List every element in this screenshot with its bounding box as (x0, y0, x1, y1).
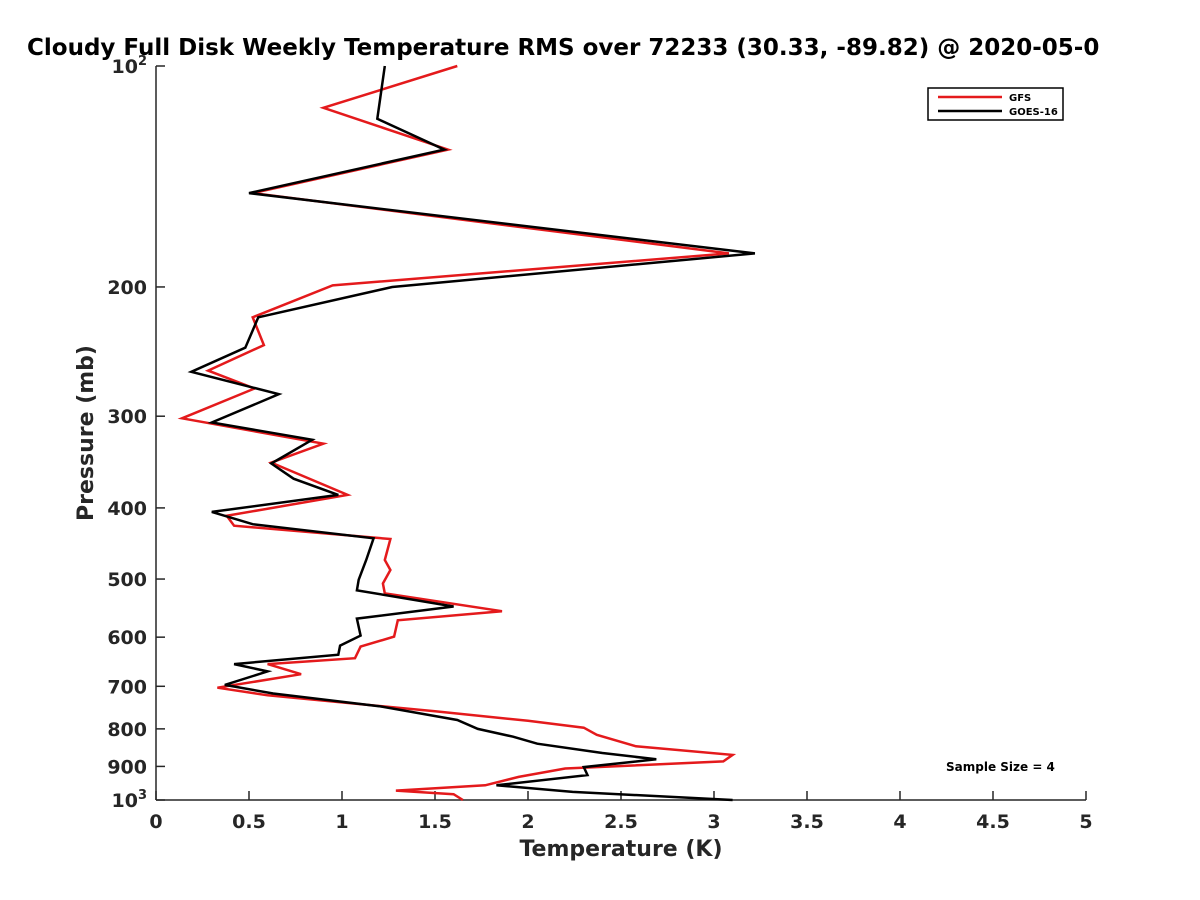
y-tick-label-base: 500 (107, 569, 147, 591)
x-tick-label: 4 (893, 811, 906, 833)
x-tick-label: 2 (521, 811, 534, 833)
y-tick-label-base: 600 (107, 627, 147, 649)
y-tick-label: 500 (107, 569, 147, 591)
x-tick-label: 3 (707, 811, 720, 833)
y-axis-label: Pressure (mb) (74, 345, 99, 521)
legend-label-gfs: GFS (1009, 93, 1031, 104)
y-tick-label: 800 (107, 719, 147, 741)
y-tick-label: 200 (107, 277, 147, 299)
y-tick-label: 900 (107, 756, 147, 778)
y-tick-label: 600 (107, 627, 147, 649)
y-tick-label-exponent: 2 (138, 54, 147, 69)
y-tick-label-base: 800 (107, 719, 147, 741)
y-tick-label-base: 900 (107, 756, 147, 778)
y-tick-label-base: 400 (107, 498, 147, 520)
y-tick-label-exponent: 3 (138, 788, 147, 803)
y-tick-label: 700 (107, 676, 147, 698)
x-tick-label: 1 (335, 811, 348, 833)
x-tick-label: 4.5 (976, 811, 1010, 833)
x-tick-label: 5 (1079, 811, 1092, 833)
legend-box (927, 87, 1064, 121)
x-axis-ticks: 0 0.5 1 1.5 2 2.5 3 3.5 4 4.5 5 (149, 791, 1093, 833)
y-tick-label-base: 10 (112, 790, 138, 812)
x-tick-label: 2.5 (604, 811, 638, 833)
y-tick-label: 103 (112, 788, 148, 812)
x-tick-label: 1.5 (418, 811, 452, 833)
y-tick-label: 400 (107, 498, 147, 520)
series-layer (177, 64, 756, 802)
legend: GFS GOES-16 (927, 87, 1064, 121)
series-line-gfs (177, 64, 737, 802)
x-tick-label: 0 (149, 811, 162, 833)
y-tick-label-base: 10 (112, 56, 138, 78)
y-tick-label-base: 200 (107, 277, 147, 299)
x-axis-label: Temperature (K) (519, 837, 722, 862)
chart-title: Cloudy Full Disk Weekly Temperature RMS … (27, 35, 1099, 61)
y-tick-label-base: 300 (107, 406, 147, 428)
sample-size-annotation: Sample Size = 4 (946, 760, 1055, 774)
x-tick-label: 3.5 (790, 811, 824, 833)
plot-area (155, 66, 1086, 801)
legend-label-goes-16: GOES-16 (1009, 107, 1058, 118)
y-tick-label-base: 700 (107, 676, 147, 698)
y-tick-label: 102 (112, 54, 148, 78)
series-line-goes-16 (187, 65, 756, 802)
y-tick-label: 300 (107, 406, 147, 428)
x-tick-label: 0.5 (232, 811, 266, 833)
